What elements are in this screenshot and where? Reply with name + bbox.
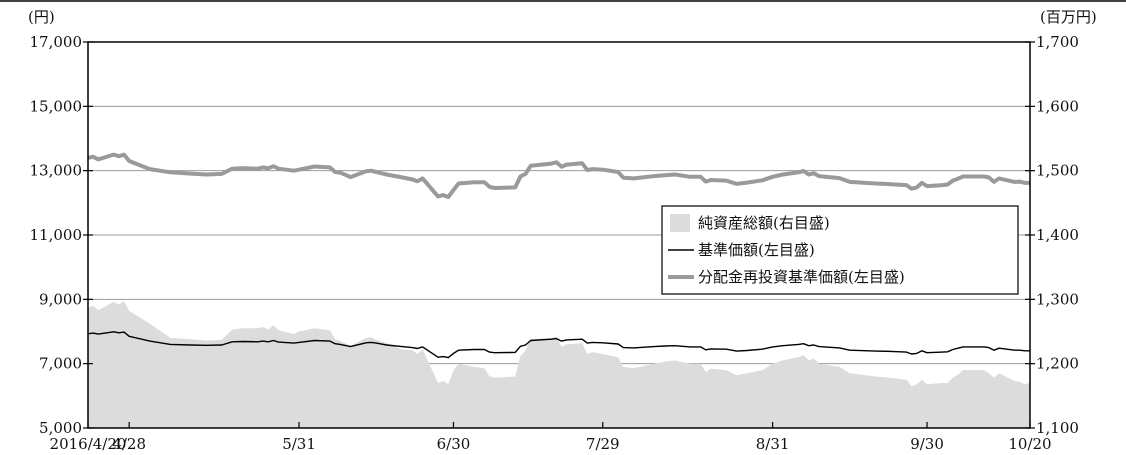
- right-tick-label: 1,400: [1036, 226, 1079, 244]
- left-tick-label: 5,000: [39, 419, 82, 437]
- legend-label: 分配金再投資基準価額(左目盛): [698, 268, 905, 286]
- right-tick-label: 1,700: [1036, 33, 1079, 51]
- x-tick-label: 2016/4/20: [50, 435, 127, 453]
- x-tick-label: 7/29: [586, 435, 620, 453]
- left-tick-label: 11,000: [30, 226, 83, 244]
- legend-label: 基準価額(左目盛): [698, 241, 815, 259]
- legend-box: [661, 205, 1019, 295]
- x-tick-label: 10/20: [1008, 435, 1051, 453]
- left-axis-unit: (円): [28, 8, 55, 26]
- left-tick-label: 7,000: [39, 355, 82, 373]
- right-tick-label: 1,200: [1036, 355, 1079, 373]
- right-tick-label: 1,600: [1036, 97, 1079, 115]
- legend-label: 純資産総額(右目盛): [698, 214, 830, 232]
- right-axis-ticks: 1,100 1,200 1,300 1,400 1,500 1,600 1,700: [1025, 33, 1079, 437]
- series-area-net-assets: [88, 301, 1030, 428]
- line-layer: [88, 152, 1030, 359]
- x-tick-label: 4/28: [112, 435, 146, 453]
- grid-lines: [0, 0, 1126, 365]
- series-line-nav: [88, 331, 1030, 359]
- x-axis-ticks: 2016/4/204/28 5/31 6/30 7/29 8/31 9/30 10/20: [50, 422, 1052, 453]
- left-axis-ticks: 5,000 7,000 9,000 11,000 13,000 15,000 17,000: [30, 33, 93, 437]
- area-layer: [88, 301, 1030, 428]
- series-line-reinvested-nav: [88, 152, 1030, 199]
- right-tick-label: 1,300: [1036, 290, 1079, 308]
- left-tick-label: 13,000: [30, 162, 83, 180]
- legend-swatch: [670, 214, 690, 232]
- x-tick-label: 5/31: [282, 435, 316, 453]
- right-axis-unit: (百万円): [1040, 8, 1097, 26]
- x-tick-label: 6/30: [437, 435, 471, 453]
- left-tick-label: 17,000: [30, 33, 83, 51]
- x-tick-label: 9/30: [910, 435, 944, 453]
- right-tick-label: 1,500: [1036, 162, 1079, 180]
- x-tick-label: 8/31: [756, 435, 790, 453]
- left-tick-label: 9,000: [39, 290, 82, 308]
- legend: 純資産総額(右目盛) 基準価額(左目盛) 分配金再投資基準価額(左目盛): [661, 205, 1019, 295]
- right-tick-label: 1,100: [1036, 419, 1079, 437]
- left-tick-label: 15,000: [30, 97, 83, 115]
